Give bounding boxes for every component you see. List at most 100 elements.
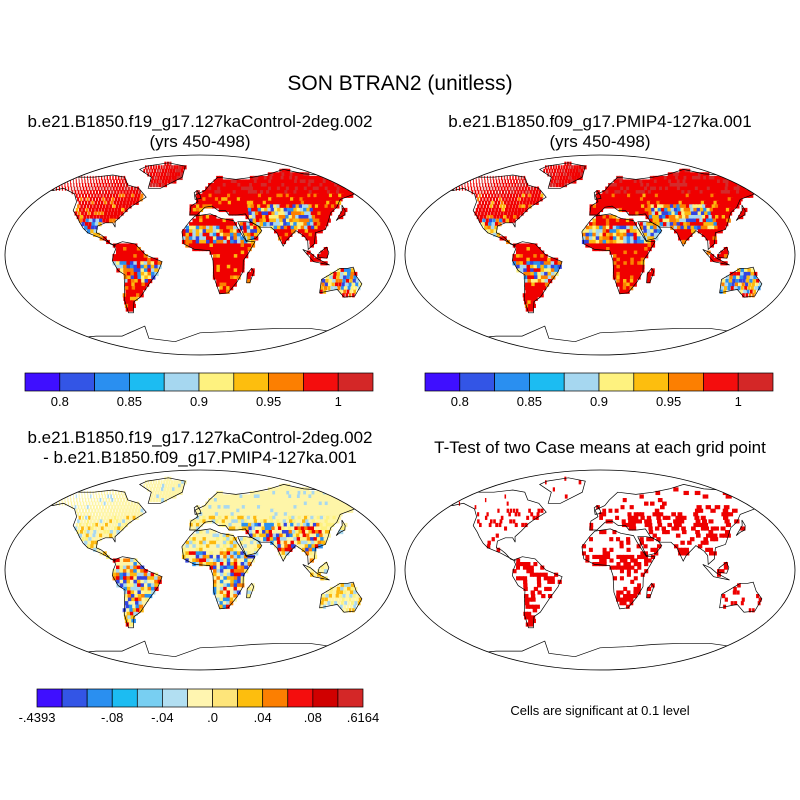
grid-cell (536, 512, 540, 517)
grid-cell (710, 254, 715, 259)
grid-cell (113, 215, 117, 220)
grid-cell (341, 282, 345, 287)
grid-cell (342, 490, 350, 496)
grid-cell (311, 519, 317, 524)
grid-cell (123, 583, 128, 588)
grid-cell (106, 530, 110, 535)
grid-cell (209, 243, 214, 248)
grid-cell (684, 211, 690, 216)
grid-cell (283, 512, 289, 517)
grid-cell (291, 186, 298, 191)
grid-cell (243, 232, 248, 237)
grid-cell (101, 190, 105, 195)
grid-cell (543, 254, 548, 259)
grid-cell (351, 498, 359, 503)
grid-cell (720, 254, 725, 259)
grid-cell (612, 215, 617, 220)
grid-cell (706, 222, 712, 227)
grid-cell (585, 225, 590, 230)
grid-cell (316, 200, 322, 205)
grid-cell (118, 204, 122, 209)
grid-cell (695, 204, 701, 209)
grid-cell (657, 204, 662, 209)
grid-cell (319, 200, 326, 205)
grid-cell (330, 186, 337, 191)
grid-cell (268, 526, 273, 531)
grid-cell (133, 501, 137, 506)
grid-cell (664, 207, 669, 213)
grid-cell (55, 498, 57, 503)
grid-cell (138, 601, 143, 606)
grid-cell (581, 239, 586, 245)
grid-cell (654, 193, 660, 198)
grid-cell (266, 498, 272, 503)
grid-cell (219, 601, 224, 606)
coastline-madagascar (246, 267, 255, 284)
grid-cell (88, 501, 91, 506)
grid-cell (495, 533, 499, 538)
grid-cell (144, 597, 150, 602)
grid-cell (124, 300, 129, 305)
grid-cell (216, 232, 221, 237)
grid-cell (619, 264, 624, 269)
grid-cell (174, 490, 177, 496)
grid-cell (234, 515, 239, 520)
grid-cell (312, 186, 319, 191)
grid-cell (136, 576, 141, 581)
grid-cell (687, 211, 693, 216)
grid-cell (715, 215, 720, 220)
grid-cell (533, 586, 539, 592)
coastline-eurasia (189, 169, 362, 251)
grid-cell (316, 572, 321, 577)
grid-cell (700, 222, 705, 227)
grid-cell (85, 218, 89, 223)
grid-cell (109, 490, 111, 496)
grid-cell (633, 590, 638, 595)
grid-cell (633, 275, 638, 280)
grid-cell (219, 604, 224, 609)
grid-cell (129, 250, 134, 255)
grid-cell (332, 505, 339, 510)
grid-cell (649, 200, 655, 205)
grid-cell (208, 505, 213, 510)
grid-cell (533, 254, 538, 259)
grid-cell (684, 236, 690, 241)
grid-cell (517, 211, 521, 216)
grid-cell (226, 186, 231, 191)
grid-cell (237, 565, 242, 570)
grid-cell (623, 247, 628, 252)
grid-cell (545, 165, 547, 170)
grid-cell (673, 519, 678, 524)
grid-cell (131, 597, 136, 602)
grid-cell (619, 558, 624, 563)
grid-cell (338, 508, 344, 513)
grid-cell (500, 193, 503, 198)
grid-cell (540, 254, 545, 259)
grid-cell (547, 586, 552, 592)
grid-cell (222, 282, 227, 287)
grid-cell (611, 190, 616, 195)
grid-cell (279, 519, 285, 524)
grid-cell (229, 282, 234, 287)
grid-cell (316, 498, 323, 503)
grid-cell (303, 487, 310, 492)
grid-cell (675, 533, 681, 538)
grid-cell (213, 498, 218, 503)
grid-cell (155, 498, 159, 503)
grid-cell (206, 247, 211, 252)
grid-cell (619, 261, 624, 266)
grid-cell (683, 490, 689, 496)
grid-cell (284, 200, 290, 205)
grid-cell (624, 200, 629, 205)
grid-cell (223, 583, 228, 588)
grid-cell (104, 211, 108, 216)
grid-cell (192, 540, 197, 545)
grid-cell (725, 522, 732, 528)
grid-cell (208, 190, 213, 195)
grid-cell (259, 200, 265, 205)
grid-cell (235, 501, 240, 506)
grid-cell (136, 608, 141, 613)
grid-cell (533, 247, 538, 252)
grid-cell (102, 218, 106, 223)
grid-cell (348, 498, 356, 503)
